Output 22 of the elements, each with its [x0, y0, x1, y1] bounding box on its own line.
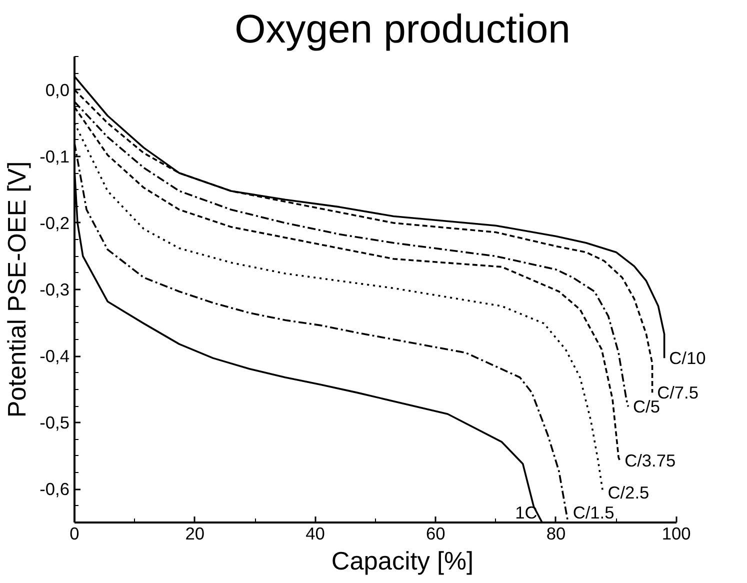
series-label: C/3.75	[624, 450, 676, 471]
x-tick-label: 20	[185, 524, 205, 544]
y-tick-label: -0,2	[40, 212, 70, 233]
chart-title: Oxygen production	[234, 8, 570, 52]
series-label: C/10	[669, 348, 706, 368]
x-tick-label: 60	[426, 524, 446, 544]
x-axis-title: Capacity [%]	[331, 548, 474, 576]
series-label: C/2.5	[608, 482, 650, 503]
y-tick-label: -0,4	[40, 346, 70, 366]
y-tick-label: -0,5	[40, 412, 70, 433]
series-label: C/7.5	[657, 382, 698, 403]
y-tick-label: -0,1	[40, 146, 70, 166]
x-tick-label: 100	[662, 524, 691, 544]
y-axis-title: Potential PSE-OEE [V]	[4, 161, 32, 418]
x-tick-label: 80	[546, 524, 566, 544]
y-tick-label: -0,6	[40, 479, 70, 500]
y-tick-label: -0,3	[40, 280, 70, 300]
x-tick-label: 0	[70, 524, 80, 544]
x-tick-label: 40	[306, 524, 325, 544]
y-tick-label: 0,0	[45, 80, 70, 100]
series-label: C/5	[633, 396, 660, 417]
series-label: C/1.5	[572, 502, 614, 522]
